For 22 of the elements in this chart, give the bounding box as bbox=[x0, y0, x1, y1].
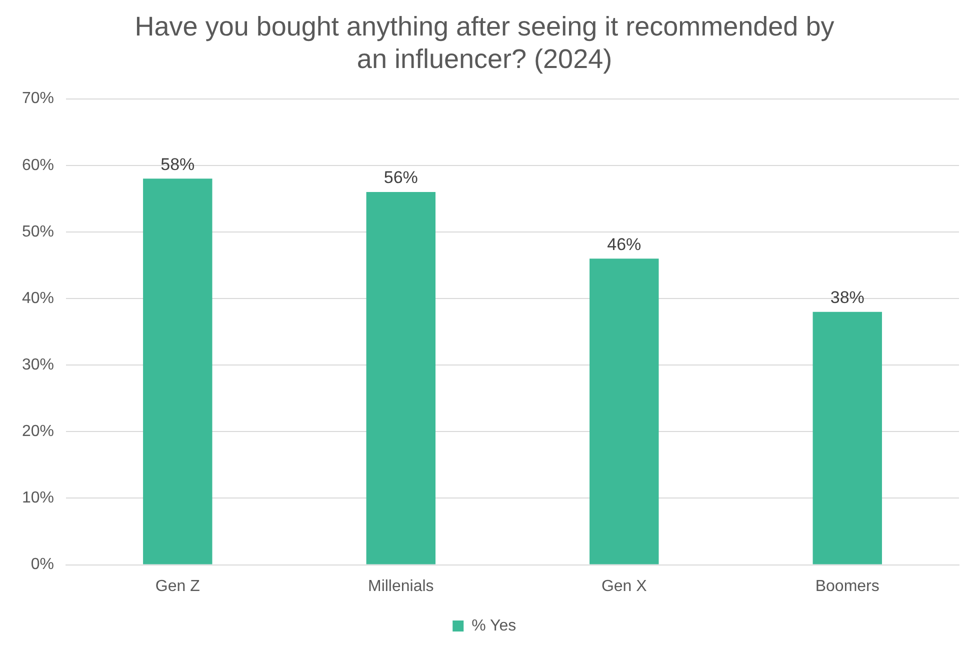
bar bbox=[366, 192, 436, 564]
y-tick-label: 30% bbox=[22, 356, 54, 374]
y-tick-label: 70% bbox=[22, 90, 54, 108]
y-tick-label: 10% bbox=[22, 490, 54, 507]
x-tick-label: Gen X bbox=[601, 578, 648, 595]
bar bbox=[143, 178, 212, 564]
y-tick-label: 60% bbox=[22, 156, 54, 174]
chart-title: Have you bought anything after seeing it recommended by an influencer? (2024) bbox=[134, 12, 835, 74]
data-label: 46% bbox=[607, 234, 642, 254]
x-tick-label: Gen Z bbox=[155, 578, 200, 595]
x-tick-label: Boomers bbox=[815, 578, 880, 595]
bar bbox=[590, 258, 659, 564]
legend-label: % Yes bbox=[472, 617, 516, 634]
y-tick-label: 50% bbox=[22, 223, 54, 240]
bar bbox=[812, 312, 882, 564]
y-tick-label: 20% bbox=[22, 423, 54, 440]
y-tick-label: 40% bbox=[22, 290, 54, 307]
y-tick-label: 0% bbox=[30, 556, 54, 574]
data-label: 58% bbox=[160, 154, 195, 174]
x-tick-label: Millenials bbox=[368, 578, 434, 595]
data-label: 38% bbox=[830, 288, 864, 308]
data-label: 56% bbox=[384, 168, 418, 188]
